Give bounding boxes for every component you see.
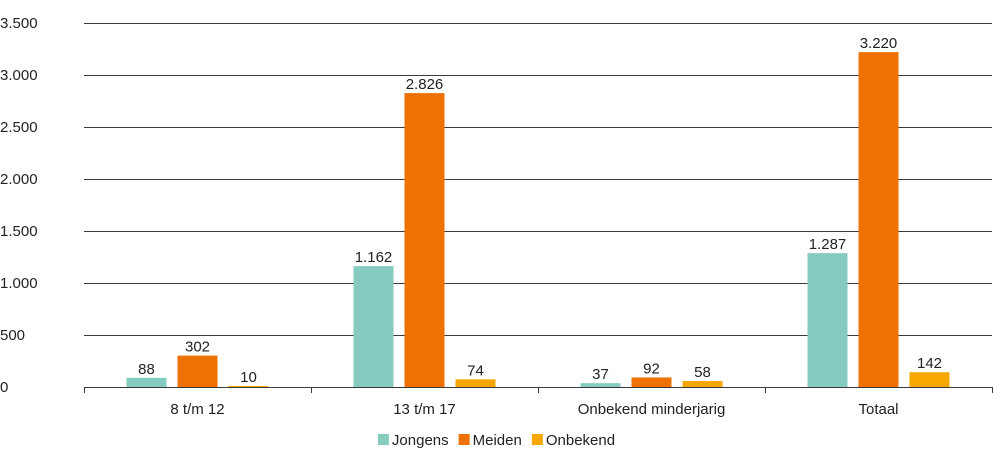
bar-jongens bbox=[807, 253, 848, 387]
legend-swatch bbox=[377, 434, 389, 445]
data-label: 2.826 bbox=[406, 76, 444, 93]
y-tick-label: 1.500 bbox=[0, 223, 38, 240]
x-axis: 8 t/m 12 13 t/m 17 Onbekend minderjarig Tot… bbox=[84, 387, 993, 418]
data-label: 37 bbox=[592, 366, 609, 383]
data-labels: 88 302 10 1.162 2.826 74 37 92 58 1.287 3.220 142 bbox=[138, 35, 942, 386]
bar-meiden bbox=[631, 377, 672, 387]
data-label: 3.220 bbox=[860, 35, 898, 52]
y-tick-label: 1.000 bbox=[0, 275, 38, 292]
data-label: 74 bbox=[467, 362, 484, 379]
bar-jongens bbox=[353, 266, 394, 387]
data-label: 142 bbox=[917, 355, 942, 372]
legend-label: Meiden bbox=[473, 432, 522, 449]
bar-meiden bbox=[177, 355, 218, 387]
legend-label: Onbekend bbox=[546, 432, 615, 449]
gridlines bbox=[84, 23, 992, 388]
bar-onbekend bbox=[455, 379, 496, 387]
category-label: Totaal bbox=[858, 401, 898, 418]
y-axis-ticks: 0 500 1.000 1.500 2.000 2.500 3.000 3.500 bbox=[0, 15, 38, 396]
y-tick-label: 3.000 bbox=[0, 67, 38, 84]
legend: Jongens Meiden Onbekend bbox=[377, 432, 615, 449]
data-label: 92 bbox=[643, 360, 660, 377]
data-label: 1.287 bbox=[809, 236, 847, 253]
bar-meiden bbox=[404, 93, 445, 387]
y-tick-label: 500 bbox=[0, 327, 25, 344]
category-label: Onbekend minderjarig bbox=[578, 401, 726, 418]
bar-onbekend bbox=[682, 380, 723, 387]
legend-swatch bbox=[458, 434, 470, 445]
y-tick-label: 0 bbox=[0, 379, 8, 396]
data-label: 10 bbox=[240, 369, 257, 386]
category-label: 13 t/m 17 bbox=[393, 401, 456, 418]
data-label: 1.162 bbox=[355, 249, 393, 266]
y-tick-label: 2.500 bbox=[0, 119, 38, 136]
bar-meiden bbox=[858, 52, 899, 388]
bar-onbekend bbox=[228, 385, 269, 387]
data-label: 302 bbox=[185, 339, 210, 356]
bars bbox=[126, 52, 950, 388]
bar-jongens bbox=[580, 383, 621, 387]
data-label: 88 bbox=[138, 361, 155, 378]
category-label: 8 t/m 12 bbox=[170, 401, 224, 418]
legend-label: Jongens bbox=[392, 432, 449, 449]
bar-jongens bbox=[126, 377, 167, 387]
legend-swatch bbox=[531, 434, 543, 445]
data-label: 58 bbox=[694, 364, 711, 381]
bar-onbekend bbox=[909, 372, 950, 387]
y-tick-label: 2.000 bbox=[0, 171, 38, 188]
y-tick-label: 3.500 bbox=[0, 15, 38, 32]
